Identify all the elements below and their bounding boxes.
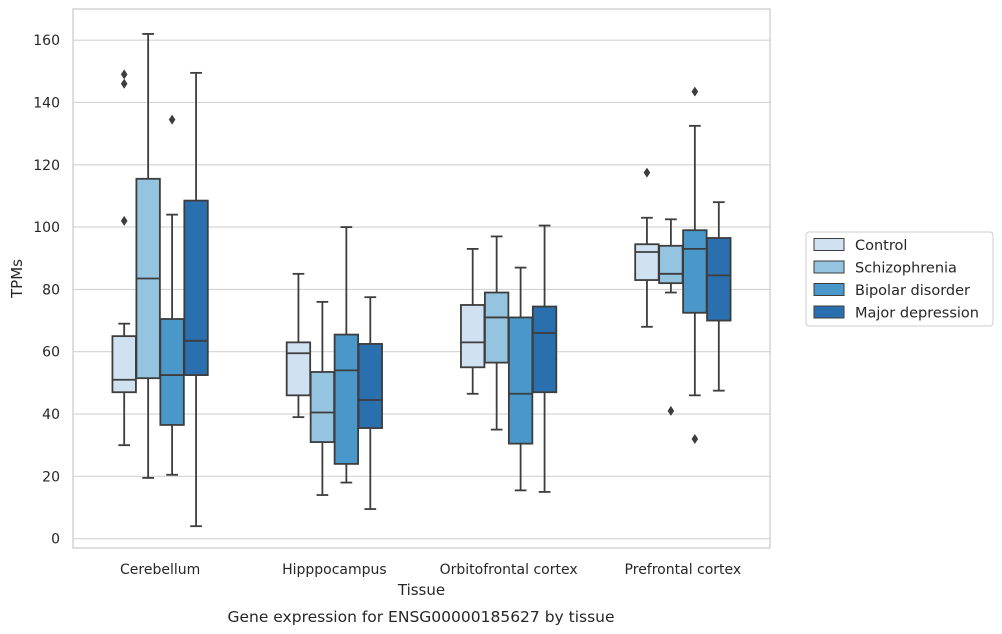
box: [285, 272, 312, 419]
legend-item: Schizophrenia: [813, 260, 957, 277]
box: [135, 33, 161, 479]
outlier-point: [691, 433, 699, 444]
box-body: [357, 343, 383, 429]
box-body: [658, 244, 684, 285]
y-tick-label: 120: [33, 158, 60, 174]
y-tick-label: 160: [33, 33, 60, 49]
grid-lines: [73, 39, 770, 540]
y-tick-label: 40: [42, 407, 60, 423]
y-tick-label: 100: [33, 220, 60, 236]
box: [484, 235, 510, 431]
legend-frame: [805, 231, 994, 327]
box-body: [484, 291, 510, 364]
outlier-point: [120, 69, 128, 80]
legend-item: Control: [813, 238, 907, 254]
box: [357, 296, 383, 510]
box: [634, 167, 660, 328]
y-tick-label: 140: [33, 95, 60, 111]
box-body: [706, 237, 732, 322]
x-tick-label: Orbitofrontal cortex: [440, 562, 578, 578]
y-tick-label: 20: [42, 469, 60, 485]
box-body: [285, 341, 312, 397]
legend-swatch: [813, 260, 845, 274]
box-plot-area: [111, 33, 732, 528]
x-axis-label: Tissue: [397, 581, 445, 599]
legend: Control Schizophrenia Bipolar disorder Majo…: [805, 231, 994, 327]
box-body: [531, 305, 558, 394]
x-tick-label: Prefrontal cortex: [625, 562, 742, 578]
legend-item: Bipolar disorder: [813, 283, 970, 299]
outlier-point: [691, 86, 699, 97]
box-body: [634, 243, 660, 281]
y-tick-label: 60: [42, 345, 60, 361]
box-body: [159, 318, 185, 426]
box-body: [333, 333, 359, 465]
legend-label: Major depression: [855, 306, 979, 322]
box-body: [111, 335, 137, 394]
box: [333, 226, 359, 484]
box-body: [507, 316, 534, 445]
legend-item: Major depression: [813, 305, 979, 322]
legend-label: Schizophrenia: [855, 261, 957, 277]
box-body: [460, 304, 486, 369]
outlier-point: [168, 114, 176, 125]
box: [183, 71, 209, 528]
legend-label: Control: [855, 238, 907, 254]
x-axis-ticks: Cerebellum Hipppocampus Orbitofrontal cort…: [120, 562, 741, 578]
y-tick-label: 0: [51, 532, 60, 548]
box: [460, 248, 486, 395]
box: [159, 114, 185, 476]
x-tick-label: Cerebellum: [120, 562, 200, 578]
plot-frame: [72, 8, 771, 549]
box: [658, 218, 684, 416]
legend-swatch: [813, 238, 845, 251]
box: [111, 69, 137, 447]
y-axis-ticks: 0 20 40 60 80 100 120 140 160: [33, 33, 60, 547]
outlier-point: [120, 215, 128, 226]
y-axis-label: TPMs: [8, 259, 26, 299]
x-tick-label: Hipppocampus: [282, 562, 387, 578]
box: [309, 300, 336, 496]
outlier-point: [667, 405, 675, 416]
outlier-point: [643, 167, 651, 178]
box: [682, 86, 708, 444]
box: [531, 224, 558, 493]
y-tick-label: 80: [42, 282, 60, 298]
box-body: [682, 229, 708, 314]
box: [706, 201, 732, 392]
box-body: [183, 199, 209, 376]
outlier-point: [120, 78, 128, 89]
box: [507, 266, 534, 492]
legend-label: Bipolar disorder: [855, 283, 970, 299]
legend-swatch: [813, 283, 845, 296]
chart-caption: Gene expression for ENSG00000185627 by t…: [227, 608, 614, 626]
box-body: [309, 371, 336, 443]
legend-swatch: [813, 305, 845, 319]
